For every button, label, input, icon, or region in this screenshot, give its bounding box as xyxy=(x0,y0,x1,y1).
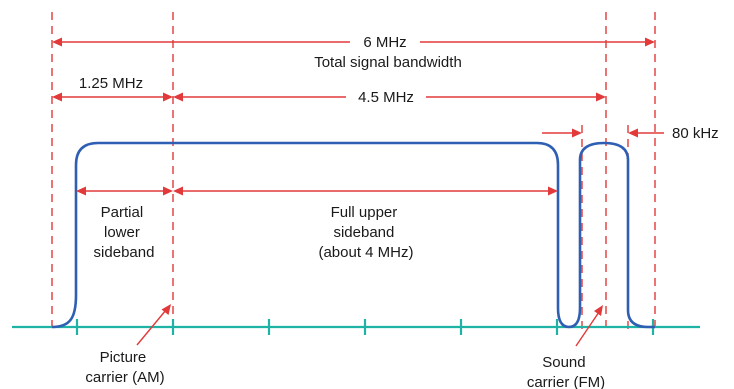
sound-carrier-line: carrier (FM) xyxy=(527,374,605,389)
total-bandwidth-value: 6 MHz xyxy=(363,34,406,51)
sound-carrier-pointer xyxy=(575,305,603,347)
sound-width-dimension xyxy=(542,128,664,138)
upper-sideband-dimension xyxy=(173,186,558,196)
picture-carrier-line: Picture xyxy=(100,349,147,366)
sound-carrier-label: Sound carrier (FM) xyxy=(527,354,605,389)
picture-carrier-pointer xyxy=(136,304,171,346)
lower-sideband-line: lower xyxy=(104,224,140,241)
axis-ticks xyxy=(75,319,655,335)
picture-spectrum-curve xyxy=(51,141,582,329)
sound-width-label: 80 kHz xyxy=(672,125,719,142)
carrier-spacing-dimension xyxy=(173,92,606,102)
total-bandwidth-text: Total signal bandwidth xyxy=(314,54,462,71)
lower-sideband-line: Partial xyxy=(101,204,144,221)
sound-spectrum-curve xyxy=(578,141,655,329)
lower-sideband-line: sideband xyxy=(94,244,155,261)
sound-carrier-line: Sound xyxy=(542,354,585,371)
total-bandwidth-dimension xyxy=(52,37,655,47)
upper-sideband-label: Full upper sideband (about 4 MHz) xyxy=(318,204,413,261)
lower-width-dimension xyxy=(52,92,173,102)
lower-width-label: 1.25 MHz xyxy=(79,75,143,92)
upper-sideband-line: (about 4 MHz) xyxy=(318,244,413,261)
lower-sideband-label: Partial lower sideband xyxy=(94,204,155,261)
upper-sideband-line: Full upper xyxy=(331,204,398,221)
carrier-spacing-label: 4.5 MHz xyxy=(358,89,414,106)
picture-carrier-line: carrier (AM) xyxy=(85,369,164,386)
lower-sideband-dimension xyxy=(76,186,173,196)
picture-carrier-label: Picture carrier (AM) xyxy=(85,349,164,386)
upper-sideband-line: sideband xyxy=(333,224,394,241)
